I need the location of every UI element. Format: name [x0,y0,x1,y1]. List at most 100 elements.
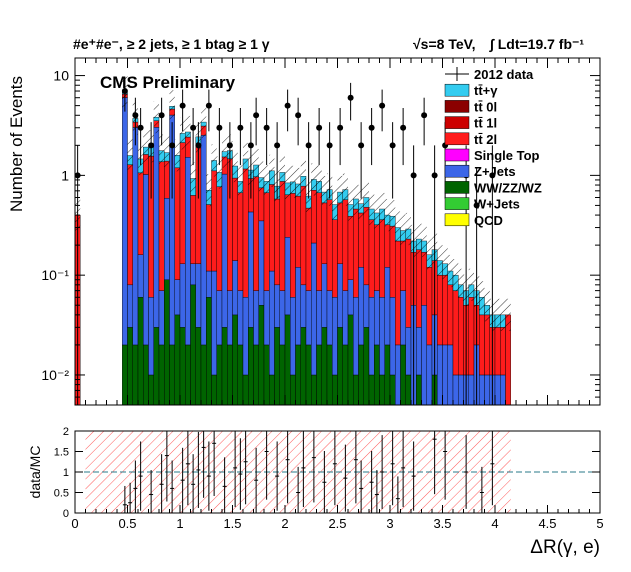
uncertainty-box [369,192,375,226]
data-point [489,172,496,179]
data-point [216,124,223,131]
bar-segment [164,279,170,405]
bar-segment [426,344,433,405]
bar-segment [326,344,333,405]
bar-segment [206,270,212,298]
ratio-y-axis-label: data/MC [27,446,43,499]
bar-segment [384,267,391,346]
uncertainty-box [174,139,180,172]
bar-segment [468,297,475,376]
bar-segment [442,274,448,346]
uncertainty-box [342,173,348,206]
bar-segment [358,344,364,405]
uncertainty-box [169,90,175,123]
bar-segment [374,290,380,346]
uncertainty-box [421,224,427,258]
data-point [284,102,291,109]
bar-segment [326,199,333,291]
uncertainty-box [253,148,259,182]
bar-segment [290,297,296,376]
bar-segment [389,374,396,405]
bar-segment [232,314,238,405]
uncertainty-box [295,167,301,201]
bar-segment [452,374,459,405]
bar-segment [353,297,359,376]
data-point [347,94,354,101]
bar-segment [253,290,259,346]
bar-segment [137,172,144,255]
uncertainty-box [153,101,159,134]
uncertainty-box [290,165,296,199]
uncertainty-box [232,149,238,183]
legend-label: Single Top [474,148,540,163]
x-tick-label: 4 [491,516,498,531]
x-tick-label: 3 [386,516,393,531]
bar-segment [479,314,485,376]
bar-segment [279,290,286,346]
bar-segment [137,254,144,298]
uncertainty-box [316,165,322,198]
bar-segment [368,219,375,298]
data-point [121,88,128,95]
ratio-y-tick-label: 0.5 [54,488,69,500]
bar-segment [332,297,338,376]
bar-segment [311,242,317,376]
bar-segment [353,374,359,405]
x-tick-label: 1.5 [223,516,241,531]
bar-segment [232,260,238,316]
bar-segment [258,220,265,306]
main-panel: 10⁻² 10⁻¹ 1 10 CMS Preliminary Number of Ev… [7,57,601,406]
uncertainty-box [505,298,511,331]
legend-label: Z+Jets [474,164,516,179]
bar-segment [185,344,191,405]
bar-segment [458,297,464,376]
bar-segment [211,170,217,272]
bar-segment [437,344,443,405]
bar-segment [337,263,343,328]
data-point [148,142,155,149]
ratio-y-tick-label: 2 [63,426,69,438]
bar-segment [274,284,280,328]
bar-segment [342,290,349,346]
bar-segment [279,344,286,405]
bar-segment [321,263,328,328]
bar-segment [400,240,406,291]
data-point [253,112,260,119]
bar-segment [326,290,333,346]
legend-label: tt̄+γ [474,83,498,98]
bar-segment [174,314,181,405]
uncertainty-box [143,130,149,164]
bar-segment [400,290,406,346]
ratio-y-axis: 0 0.5 1 1.5 2 [54,426,600,520]
bar-segment [248,211,254,328]
ratio-y-tick-label: 1.5 [54,447,69,459]
bar-segment [363,206,370,286]
main-y-axis: 10⁻² 10⁻¹ 1 10 [41,68,600,406]
selection-label: #e⁺#e⁻, ≥ 2 jets, ≥ 1 btag ≥ 1 γ [73,36,270,52]
x-tick-label: 2.5 [328,516,346,531]
x-tick-label: 4.5 [538,516,556,531]
bar-segment [263,290,270,346]
uncertainty-box [348,188,354,221]
bar-segment [158,161,165,291]
data-point [190,124,197,131]
bar-segment [216,290,223,346]
bar-segment [494,327,501,376]
bar-segment [389,297,396,376]
bar-segment [421,305,427,405]
bar-segment [237,290,244,346]
legend-swatch [444,116,470,129]
uncertainty-box [216,156,222,189]
bar-segment [405,327,412,376]
bar-segment [206,204,212,272]
bar-segment [169,344,175,405]
bar-segment [237,344,244,405]
bar-segment [242,168,249,298]
bar-segment [221,327,228,405]
bar-segment [174,167,181,280]
bar-segment [127,284,133,328]
uncertainty-box [447,254,453,288]
bar-segment [416,374,422,405]
uncertainty-box [279,156,285,189]
uncertainty-box [484,289,490,322]
